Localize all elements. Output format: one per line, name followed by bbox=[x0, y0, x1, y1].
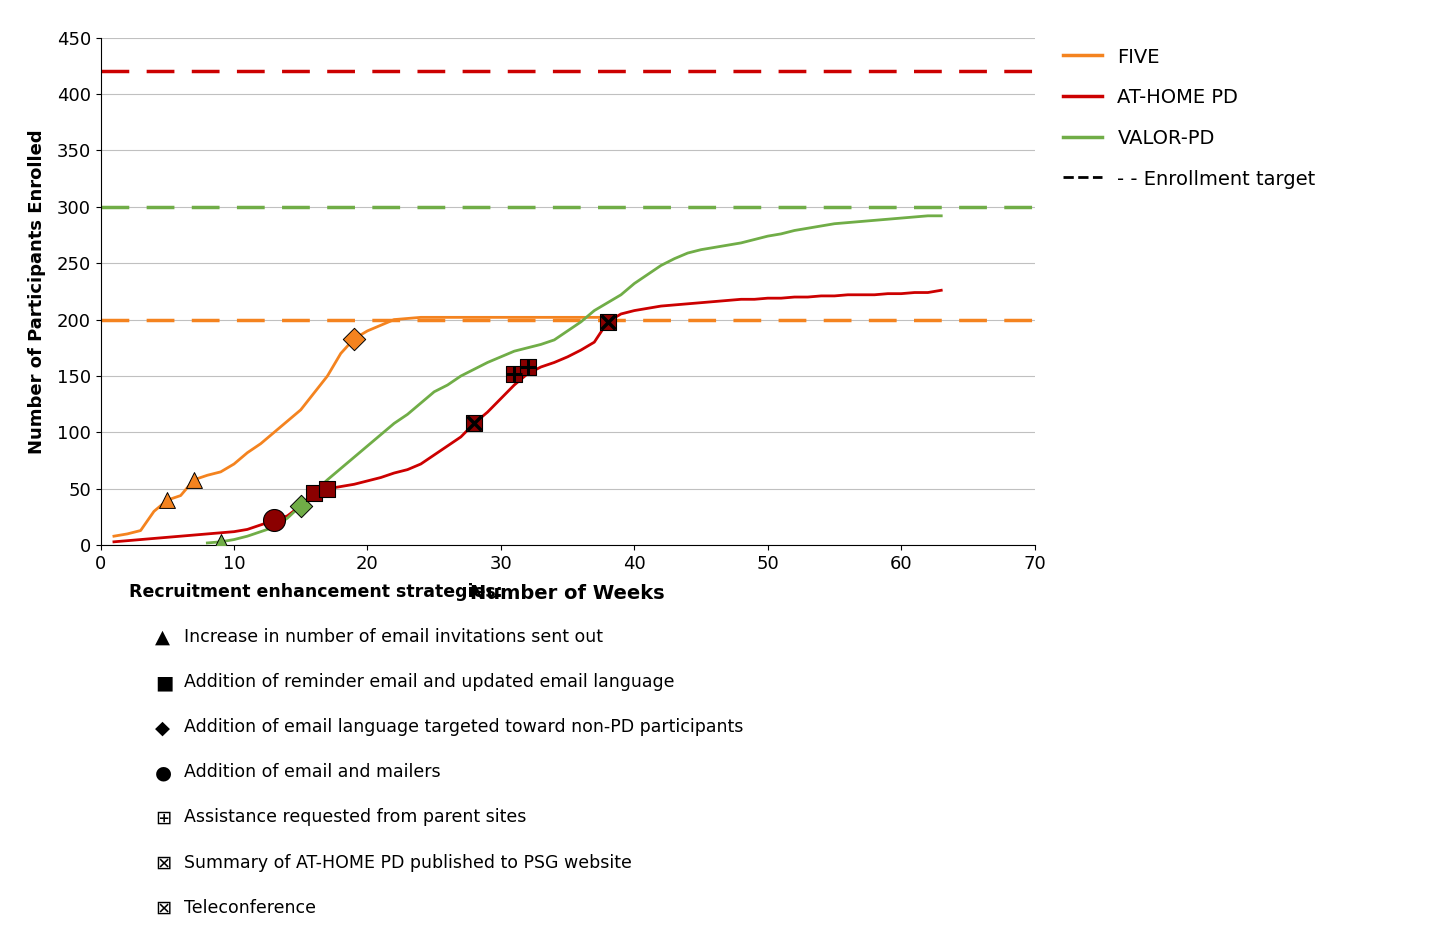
Point bbox=[342, 331, 365, 346]
Text: Addition of email and mailers: Addition of email and mailers bbox=[184, 763, 441, 781]
X-axis label: Number of Weeks: Number of Weeks bbox=[470, 584, 665, 603]
Point bbox=[596, 314, 619, 329]
Text: Recruitment enhancement strategies:: Recruitment enhancement strategies: bbox=[129, 583, 503, 601]
Point bbox=[463, 415, 486, 431]
Text: Addition of email language targeted toward non-PD participants: Addition of email language targeted towa… bbox=[184, 718, 743, 736]
Point bbox=[182, 472, 205, 487]
Legend: FIVE, AT-HOME PD, VALOR-PD, - - Enrollment target: FIVE, AT-HOME PD, VALOR-PD, - - Enrollme… bbox=[1063, 47, 1316, 189]
Text: ■: ■ bbox=[155, 673, 174, 692]
Text: Addition of reminder email and updated email language: Addition of reminder email and updated e… bbox=[184, 673, 674, 691]
Point bbox=[263, 513, 286, 528]
Text: ▲: ▲ bbox=[155, 628, 170, 647]
Text: ⊞: ⊞ bbox=[155, 808, 171, 827]
Point bbox=[303, 486, 326, 501]
Text: Increase in number of email invitations sent out: Increase in number of email invitations … bbox=[184, 628, 604, 646]
Point bbox=[210, 534, 233, 549]
Text: ⊠: ⊠ bbox=[155, 854, 171, 872]
Text: ●: ● bbox=[155, 763, 172, 782]
Y-axis label: Number of Participants Enrolled: Number of Participants Enrolled bbox=[27, 129, 46, 454]
Point bbox=[289, 498, 312, 513]
Text: Assistance requested from parent sites: Assistance requested from parent sites bbox=[184, 808, 526, 826]
Text: ⊠: ⊠ bbox=[155, 899, 171, 917]
Point bbox=[503, 367, 526, 382]
Text: ◆: ◆ bbox=[155, 718, 170, 737]
Point bbox=[516, 359, 539, 374]
Text: Teleconference: Teleconference bbox=[184, 899, 316, 916]
Point bbox=[155, 493, 178, 508]
Text: Summary of AT-HOME PD published to PSG website: Summary of AT-HOME PD published to PSG w… bbox=[184, 854, 632, 871]
Point bbox=[316, 481, 339, 496]
